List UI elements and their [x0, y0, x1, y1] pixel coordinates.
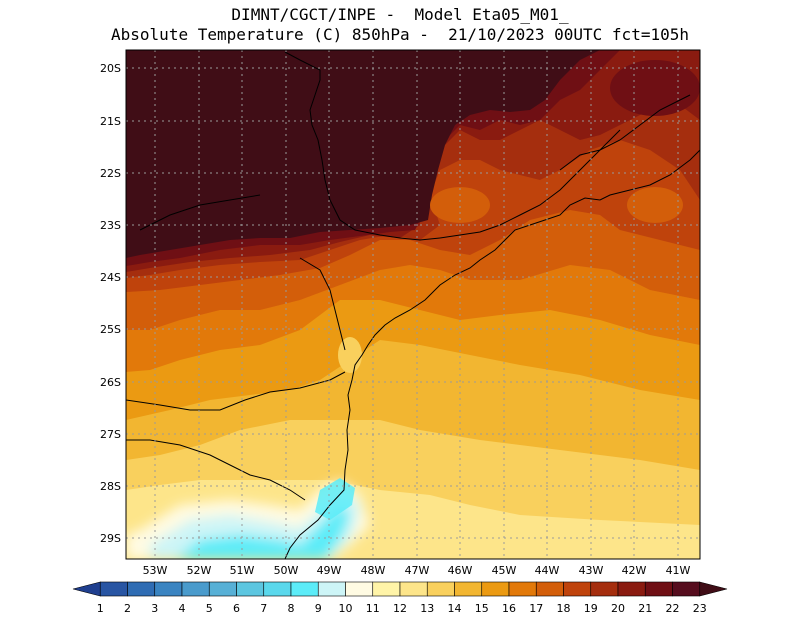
- colorbar-label: 3: [151, 602, 158, 615]
- colorbar-label: 9: [315, 602, 322, 615]
- colorbar-label: 11: [366, 602, 380, 615]
- cool-patch-south: [126, 480, 370, 559]
- colorbar-swatch: [426, 581, 455, 597]
- map-title-line-1: DIMNT/CGCT/INPE - Model Eta05_M01_: [231, 5, 569, 24]
- colorbar-swatch: [372, 581, 401, 597]
- colorbar-label: 10: [339, 602, 353, 615]
- lon-label: 41W: [666, 564, 691, 577]
- lon-label: 50W: [274, 564, 299, 577]
- colorbar-label: 17: [529, 602, 543, 615]
- colorbar: 1 2 3 4 5 6 7 8 9 10 11 12 13 14 15 16 17 18 19 20 21 22 23: [72, 581, 728, 615]
- map-title-line-2: Absolute Temperature (C) 850hPa - 21/10/…: [111, 25, 689, 44]
- lat-label: 25S: [100, 323, 121, 336]
- colorbar-swatch: [99, 581, 128, 597]
- lon-label: 48W: [361, 564, 386, 577]
- colorbar-swatch: [345, 581, 374, 597]
- coastal-tongue: [338, 337, 362, 373]
- lon-label: 51W: [230, 564, 255, 577]
- colorbar-swatch: [508, 581, 537, 597]
- colorbar-swatch: [617, 581, 646, 597]
- lat-label: 24S: [100, 271, 121, 284]
- lon-label: 45W: [492, 564, 517, 577]
- state-boundary: [439, 129, 621, 239]
- colorbar-label: 18: [557, 602, 571, 615]
- warm-spot-east: [627, 187, 683, 223]
- lat-label: 20S: [100, 62, 121, 75]
- graticule: [126, 50, 700, 559]
- colorbar-label: 1: [97, 602, 104, 615]
- lon-label: 42W: [622, 564, 647, 577]
- lon-label: 52W: [187, 564, 212, 577]
- colorbar-label: 12: [393, 602, 407, 615]
- colorbar-swatch: [644, 581, 673, 597]
- colorbar-swatch: [263, 581, 292, 597]
- lat-label: 26S: [100, 376, 121, 389]
- state-boundary: [139, 194, 261, 231]
- lon-label: 47W: [405, 564, 430, 577]
- colorbar-label: 8: [288, 602, 295, 615]
- lon-label: 53W: [143, 564, 168, 577]
- longitude-labels: 53W 52W 51W 50W 49W 48W 47W 46W 45W 44W …: [143, 564, 691, 577]
- colorbar-label: 19: [584, 602, 598, 615]
- colorbar-label: 5: [206, 602, 213, 615]
- temperature-band-23: [126, 50, 600, 258]
- lon-label: 46W: [448, 564, 473, 577]
- state-boundary: [284, 51, 441, 241]
- colorbar-label: 23: [693, 602, 707, 615]
- plot-frame: [125, 49, 701, 560]
- lat-label: 22S: [100, 167, 121, 180]
- colorbar-label: 22: [666, 602, 680, 615]
- colorbar-label: 7: [260, 602, 267, 615]
- lon-label: 44W: [535, 564, 560, 577]
- colorbar-swatch: [154, 581, 183, 597]
- lon-label: 49W: [317, 564, 342, 577]
- lon-label: 43W: [579, 564, 604, 577]
- colorbar-label: 13: [420, 602, 434, 615]
- colorbar-label: 15: [475, 602, 489, 615]
- latitude-labels: 20S 21S 22S 23S 24S 25S 26S 27S 28S 29S: [100, 62, 121, 545]
- colorbar-swatch: [590, 581, 619, 597]
- colorbar-swatch: [399, 581, 428, 597]
- colorbar-label: 20: [611, 602, 625, 615]
- colorbar-label: 4: [179, 602, 186, 615]
- temperature-field: [126, 50, 700, 559]
- colorbar-swatch: [454, 581, 483, 597]
- colorbar-swatch: [127, 581, 156, 597]
- state-boundary: [559, 94, 691, 171]
- colorbar-swatch: [481, 581, 510, 597]
- colorbar-swatch: [535, 581, 564, 597]
- colorbar-swatch: [208, 581, 237, 597]
- colorbar-label: 6: [233, 602, 240, 615]
- colorbar-swatch: [672, 581, 701, 597]
- lat-label: 29S: [100, 532, 121, 545]
- colorbar-label: 14: [448, 602, 462, 615]
- colorbar-swatch: [563, 581, 592, 597]
- warm-spot-coast: [430, 187, 490, 223]
- lat-label: 27S: [100, 428, 121, 441]
- colorbar-label: 2: [124, 602, 131, 615]
- colorbar-arrow-low: [72, 581, 101, 597]
- colorbar-swatch: [290, 581, 319, 597]
- colorbar-label: 21: [638, 602, 652, 615]
- colorbar-arrow-high: [699, 581, 728, 597]
- coastline: [284, 149, 700, 559]
- colorbar-label: 16: [502, 602, 516, 615]
- state-boundary: [126, 371, 346, 411]
- lat-label: 23S: [100, 219, 121, 232]
- state-boundary: [126, 439, 306, 501]
- lat-label: 21S: [100, 115, 121, 128]
- lat-label: 28S: [100, 480, 121, 493]
- state-boundary: [299, 257, 346, 351]
- colorbar-swatch: [181, 581, 210, 597]
- colorbar-swatch: [236, 581, 265, 597]
- coastline-and-boundaries: [126, 51, 700, 559]
- colorbar-swatch: [317, 581, 346, 597]
